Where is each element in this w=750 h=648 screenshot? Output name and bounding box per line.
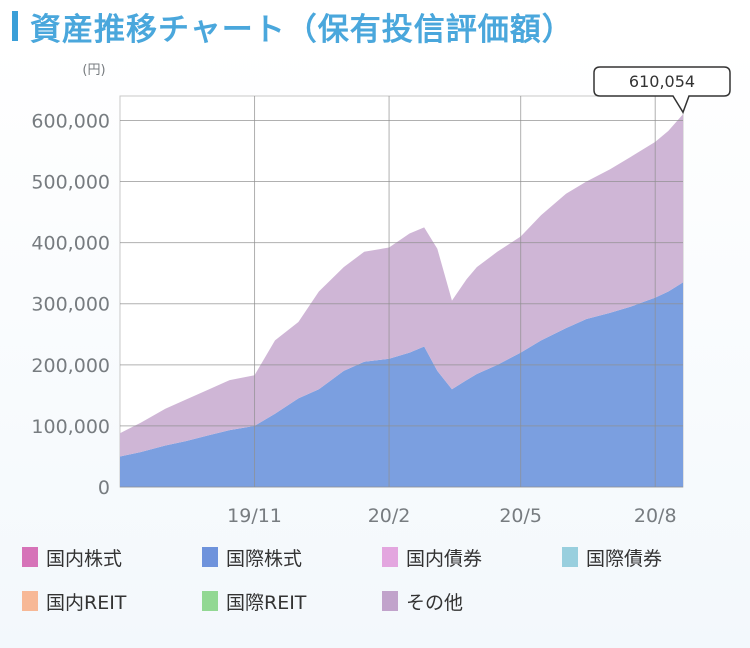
legend-item-other[interactable]: その他 — [382, 590, 562, 614]
legend-item-intl-stock[interactable]: 国際株式 — [202, 546, 382, 570]
y-tick-label: 500,000 — [31, 172, 110, 194]
asset-chart: 0 100,000 200,000 300,000 400,000 500,000 600,… — [31, 63, 731, 527]
x-tick-label: 19/11 — [227, 505, 282, 527]
legend-swatch — [382, 547, 398, 567]
legend-swatch — [202, 591, 218, 611]
legend-item-domestic-stock[interactable]: 国内株式 — [22, 546, 202, 570]
legend-swatch — [382, 591, 398, 611]
y-tick-label: 200,000 — [31, 355, 110, 377]
legend-label: その他 — [406, 591, 464, 614]
value-callout — [593, 66, 731, 115]
legend-item-intl-reit[interactable]: 国際REIT — [202, 590, 382, 614]
legend: 国内株式 国際株式 国内債券 国際債券 国内REIT 国際REIT その他 — [22, 546, 742, 614]
y-tick-label: 0 — [98, 477, 110, 499]
legend-label: 国内債券 — [406, 547, 483, 570]
legend-swatch — [202, 547, 218, 567]
legend-item-domestic-bond[interactable]: 国内債券 — [382, 546, 562, 570]
legend-label: 国内REIT — [46, 591, 127, 614]
x-tick-label: 20/2 — [368, 505, 411, 527]
legend-label: 国際株式 — [226, 547, 303, 570]
header-accent-bar — [12, 11, 18, 41]
legend-item-intl-bond[interactable]: 国際債券 — [562, 546, 742, 570]
legend-swatch — [22, 547, 38, 567]
y-tick-label: 300,000 — [31, 294, 110, 316]
series-area-0 — [120, 282, 683, 487]
legend-label: 国内株式 — [46, 547, 123, 570]
series-area-1 — [120, 114, 683, 457]
page-title: 資産推移チャート（保有投信評価額） — [30, 11, 574, 48]
callout-label: 610,054 — [629, 72, 695, 91]
y-unit-label: (円) — [82, 63, 105, 78]
legend-label: 国際REIT — [226, 591, 307, 614]
x-tick-label: 20/8 — [634, 505, 677, 527]
legend-label: 国際債券 — [586, 547, 663, 570]
y-tick-label: 400,000 — [31, 233, 110, 255]
legend-swatch — [562, 547, 578, 567]
x-tick-label: 20/5 — [499, 505, 542, 527]
legend-item-domestic-reit[interactable]: 国内REIT — [22, 590, 202, 614]
legend-swatch — [22, 591, 38, 611]
y-tick-label: 600,000 — [31, 110, 110, 132]
chart-header: 資産推移チャート（保有投信評価額） — [12, 6, 574, 48]
y-tick-label: 100,000 — [31, 416, 110, 438]
